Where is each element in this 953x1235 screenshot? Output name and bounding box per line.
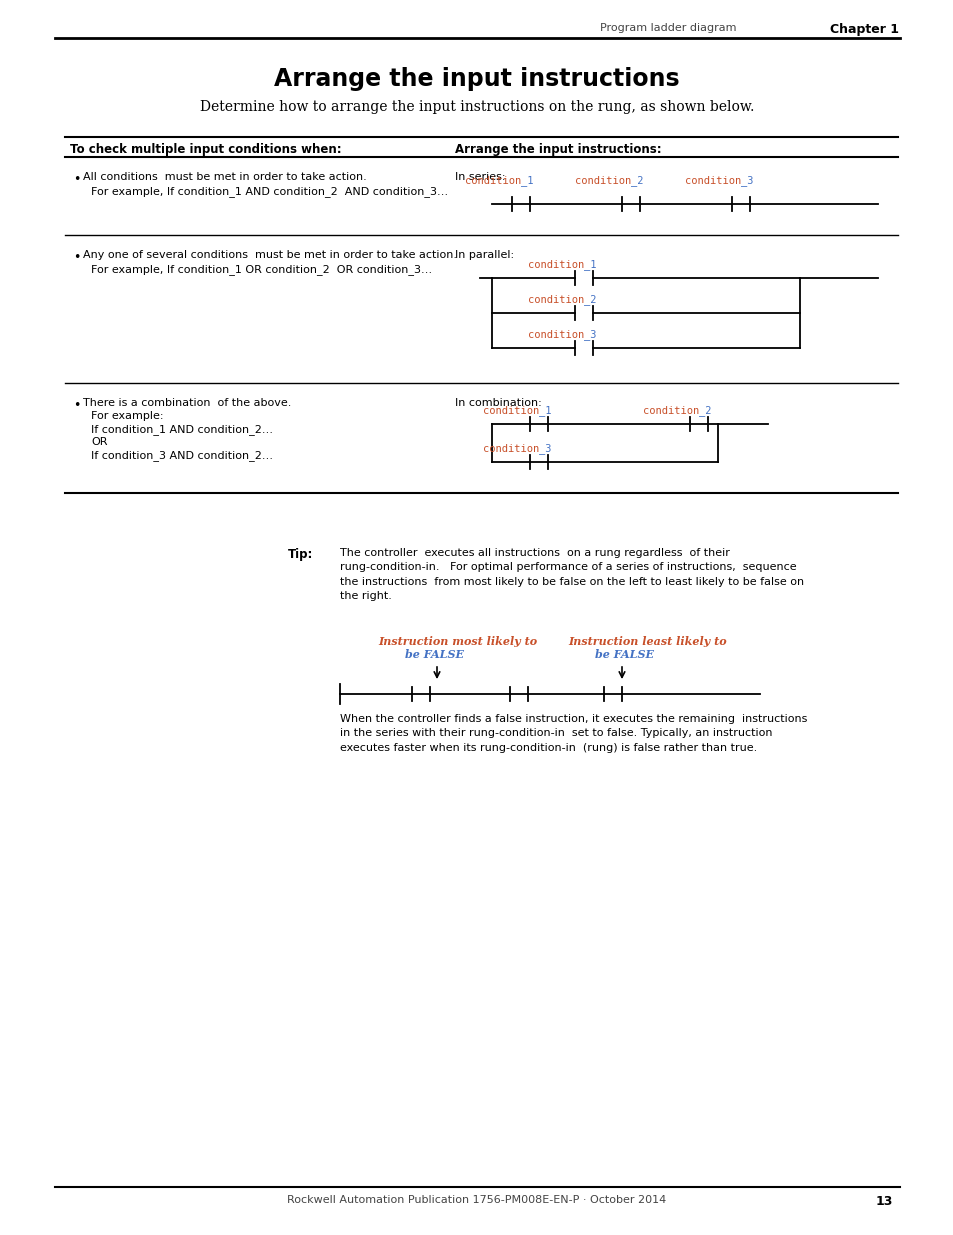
- Text: Any one of several conditions  must be met in order to take action.: Any one of several conditions must be me…: [83, 249, 456, 261]
- Text: _2: _2: [630, 175, 643, 186]
- Text: _2: _2: [699, 405, 711, 416]
- Text: Arrange the input instructions:: Arrange the input instructions:: [455, 143, 661, 156]
- Text: Chapter 1: Chapter 1: [829, 23, 898, 36]
- Text: _3: _3: [740, 175, 753, 186]
- Text: be FALSE: be FALSE: [595, 650, 654, 659]
- Text: Arrange the input instructions: Arrange the input instructions: [274, 67, 679, 91]
- Text: Tip:: Tip:: [288, 548, 313, 561]
- Text: In series:: In series:: [455, 172, 505, 182]
- Text: be FALSE: be FALSE: [405, 650, 463, 659]
- Text: OR: OR: [91, 437, 108, 447]
- Text: _1: _1: [538, 405, 551, 416]
- Text: condition: condition: [642, 406, 699, 416]
- Text: •: •: [73, 399, 80, 412]
- Text: If condition_3 AND condition_2…: If condition_3 AND condition_2…: [91, 450, 273, 461]
- Text: Determine how to arrange the input instructions on the rung, as shown below.: Determine how to arrange the input instr…: [199, 100, 754, 114]
- Text: For example, If condition_1 OR condition_2  OR condition_3…: For example, If condition_1 OR condition…: [91, 264, 432, 275]
- Text: condition: condition: [684, 177, 740, 186]
- Text: _3: _3: [538, 443, 551, 454]
- Text: When the controller finds a false instruction, it executes the remaining  instru: When the controller finds a false instru…: [339, 714, 806, 753]
- Text: Instruction least likely to: Instruction least likely to: [567, 636, 726, 647]
- Text: condition: condition: [527, 330, 583, 340]
- Text: Program ladder diagram: Program ladder diagram: [599, 23, 736, 33]
- Text: To check multiple input conditions when:: To check multiple input conditions when:: [70, 143, 341, 156]
- Text: For example:: For example:: [91, 411, 163, 421]
- Text: For example, If condition_1 AND condition_2  AND condition_3…: For example, If condition_1 AND conditio…: [91, 186, 448, 196]
- Text: Instruction most likely to: Instruction most likely to: [377, 636, 537, 647]
- Text: condition: condition: [464, 177, 520, 186]
- Text: condition: condition: [482, 406, 538, 416]
- Text: The controller  executes all instructions  on a rung regardless  of their
rung-c: The controller executes all instructions…: [339, 548, 803, 601]
- Text: condition: condition: [482, 445, 538, 454]
- Text: If condition_1 AND condition_2…: If condition_1 AND condition_2…: [91, 424, 273, 435]
- Text: 13: 13: [875, 1195, 892, 1208]
- Text: _1: _1: [520, 175, 533, 186]
- Text: condition: condition: [527, 295, 583, 305]
- Text: •: •: [73, 173, 80, 186]
- Text: In combination:: In combination:: [455, 398, 541, 408]
- Text: _3: _3: [583, 329, 596, 340]
- Text: condition: condition: [527, 261, 583, 270]
- Text: In parallel:: In parallel:: [455, 249, 514, 261]
- Text: _1: _1: [583, 259, 596, 270]
- Text: •: •: [73, 251, 80, 264]
- Text: There is a combination  of the above.: There is a combination of the above.: [83, 398, 291, 408]
- Text: condition: condition: [574, 177, 630, 186]
- Text: _2: _2: [583, 294, 596, 305]
- Text: All conditions  must be met in order to take action.: All conditions must be met in order to t…: [83, 172, 366, 182]
- Text: Rockwell Automation Publication 1756-PM008E-EN-P · October 2014: Rockwell Automation Publication 1756-PM0…: [287, 1195, 666, 1205]
